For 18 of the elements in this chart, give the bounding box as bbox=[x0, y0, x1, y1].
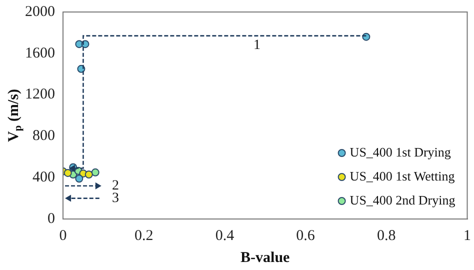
annotation: 1 bbox=[254, 38, 261, 53]
x-tick-label: 0.4 bbox=[215, 228, 235, 244]
x-tick-label: 0.2 bbox=[134, 228, 154, 244]
x-tick-label: 1 bbox=[464, 228, 471, 244]
y-axis-title: Vp (m/s) bbox=[6, 89, 24, 142]
legend-label: US_400 1st Wetting bbox=[350, 168, 456, 184]
x-axis-title: B-value bbox=[240, 250, 290, 266]
y-tick-label: 400 bbox=[32, 170, 55, 186]
legend-label: US_400 2nd Drying bbox=[350, 192, 456, 208]
x-tick-label: 0.6 bbox=[296, 228, 316, 244]
legend-label: US_400 1st Drying bbox=[350, 144, 452, 160]
y-tick-label: 0 bbox=[48, 210, 55, 227]
y-tick-label: 1600 bbox=[25, 45, 55, 62]
x-tick-label: 0 bbox=[59, 228, 67, 244]
y-tick-label: 800 bbox=[32, 128, 55, 144]
y-tick-label: 1200 bbox=[25, 86, 55, 103]
y-tick-label: 2000 bbox=[25, 4, 55, 20]
x-tick-label: 0.8 bbox=[377, 228, 396, 244]
